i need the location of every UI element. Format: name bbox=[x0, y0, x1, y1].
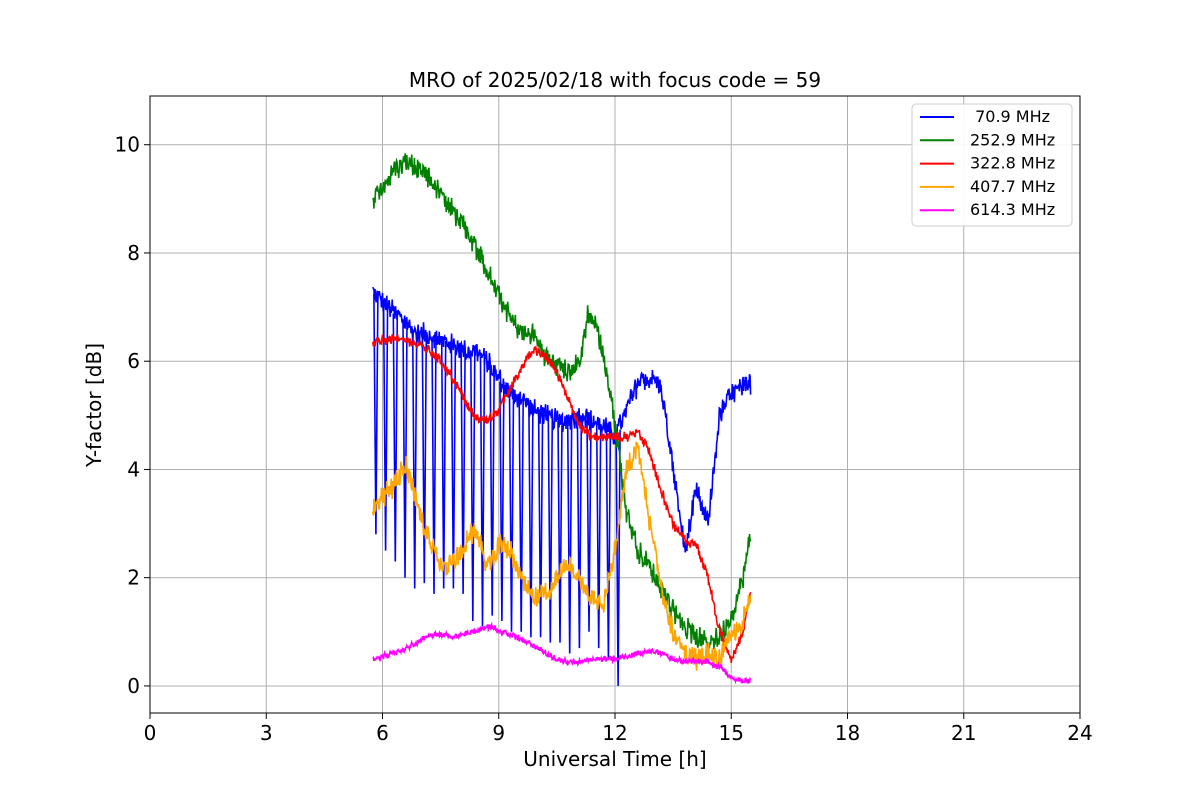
series-dip bbox=[576, 415, 583, 649]
series-1 bbox=[372, 153, 752, 652]
series-dip bbox=[479, 356, 486, 627]
y-tick-label: 10 bbox=[115, 133, 140, 157]
y-tick-label: 6 bbox=[127, 349, 140, 373]
x-tick-label: 24 bbox=[1067, 721, 1092, 745]
series-dip bbox=[470, 350, 476, 622]
y-tick-label: 8 bbox=[127, 241, 140, 265]
series-dip bbox=[489, 368, 495, 616]
series-dip bbox=[537, 413, 544, 638]
legend-item: 252.9 MHz bbox=[920, 130, 1055, 149]
x-tick-label: 21 bbox=[951, 721, 976, 745]
series-dip bbox=[508, 394, 515, 632]
y-axis-title: Y-factor [dB] bbox=[82, 343, 106, 468]
series-line bbox=[372, 334, 752, 663]
series-dip bbox=[431, 336, 437, 594]
legend-label: 407.7 MHz bbox=[970, 177, 1055, 196]
legend-item: 614.3 MHz bbox=[920, 200, 1055, 219]
y-tick-label: 2 bbox=[127, 566, 140, 590]
legend-box bbox=[911, 103, 1073, 227]
series-dip bbox=[382, 304, 389, 551]
series-dip bbox=[392, 313, 399, 562]
series-dip bbox=[421, 334, 428, 584]
chart-title: MRO of 2025/02/18 with focus code = 59 bbox=[409, 68, 821, 92]
y-tick-label: 4 bbox=[127, 457, 140, 481]
series-dip bbox=[586, 419, 592, 632]
x-tick-label: 9 bbox=[492, 721, 505, 745]
series-dip bbox=[402, 322, 408, 578]
series-4 bbox=[372, 621, 752, 685]
legend-item: 70.9 MHz bbox=[920, 107, 1050, 126]
legend-item: 322.8 MHz bbox=[920, 154, 1055, 173]
x-tick-label: 6 bbox=[376, 721, 389, 745]
x-tick-label: 15 bbox=[719, 721, 744, 745]
series-dip bbox=[518, 398, 524, 632]
x-tick-label: 12 bbox=[602, 721, 627, 745]
y-tick-label: 0 bbox=[127, 674, 140, 698]
series-dip bbox=[566, 420, 573, 654]
series-dip bbox=[499, 381, 505, 622]
legend-label: 614.3 MHz bbox=[970, 200, 1055, 219]
series-dip bbox=[411, 331, 418, 589]
legend-label: 252.9 MHz bbox=[970, 130, 1055, 149]
x-tick-label: 18 bbox=[835, 721, 860, 745]
series-dip bbox=[547, 417, 554, 643]
series-dip bbox=[595, 423, 602, 649]
x-axis-title: Universal Time [h] bbox=[523, 747, 706, 771]
series-dip bbox=[450, 345, 457, 589]
series-dip bbox=[460, 349, 466, 594]
series-dip bbox=[440, 340, 447, 589]
legend-label: 70.9 MHz bbox=[970, 107, 1050, 126]
series-dip bbox=[528, 407, 534, 638]
legend: 70.9 MHz 252.9 MHz 322.8 MHz 407.7 MHz 614.3… bbox=[911, 103, 1073, 227]
series-2 bbox=[372, 334, 752, 663]
legend-item: 407.7 MHz bbox=[920, 177, 1055, 196]
legend-label: 322.8 MHz bbox=[970, 154, 1055, 173]
series-line bbox=[372, 621, 752, 685]
series-layer bbox=[372, 153, 752, 686]
x-tick-label: 0 bbox=[144, 721, 157, 745]
series-dip bbox=[373, 294, 379, 535]
x-tick-label: 3 bbox=[260, 721, 273, 745]
series-dip bbox=[557, 420, 563, 643]
series-line bbox=[372, 153, 752, 652]
